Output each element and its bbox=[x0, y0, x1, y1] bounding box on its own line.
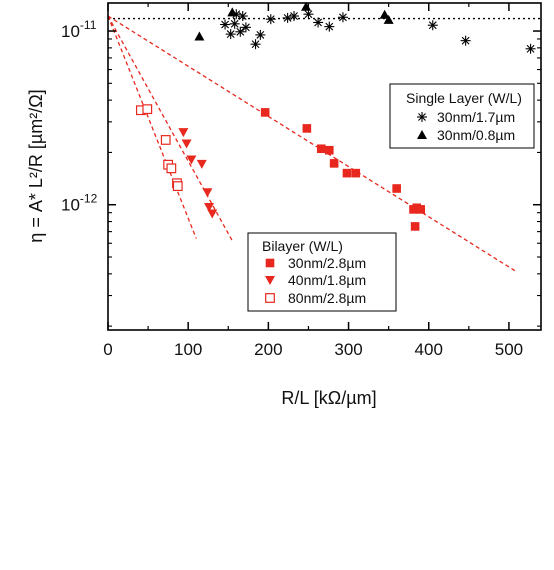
point-30nm-1-7-m-5 bbox=[235, 26, 246, 37]
point-30nm-2-8-m-1 bbox=[260, 108, 270, 117]
point-30nm-0-8-m-1 bbox=[194, 31, 205, 41]
x-tick-label: 400 bbox=[415, 340, 443, 359]
point-30nm-1-7-m-14 bbox=[313, 17, 324, 28]
legend-single-layer-box bbox=[389, 83, 535, 149]
point-30nm-2-8-m-2 bbox=[302, 124, 312, 133]
legend-entry-30nm-2.8um: 30nm/2.8µm bbox=[288, 255, 366, 271]
point-30nm-1-7-m-9 bbox=[255, 29, 266, 40]
legend-entry-30nm-0.8um: 30nm/0.8µm bbox=[437, 127, 515, 143]
point-30nm-1-7-m-3 bbox=[229, 18, 240, 29]
point-30nm-1-7-m-15 bbox=[324, 21, 335, 32]
fit-lines bbox=[107, 15, 541, 273]
fit-line-4 bbox=[107, 15, 197, 239]
point-40nm-1-8-m-1 bbox=[178, 128, 189, 138]
point-80nm-2-8-m-7 bbox=[172, 181, 183, 192]
legend-bilayer-title: Bilayer (W/L) bbox=[262, 238, 343, 254]
point-30nm-0-8-m-5 bbox=[383, 14, 394, 24]
legend-marker-asterisk bbox=[417, 112, 427, 122]
point-30nm-1-7-m-16 bbox=[337, 12, 348, 23]
y-tick-label: 10-12 bbox=[61, 192, 98, 215]
point-80nm-2-8-m-3 bbox=[160, 135, 171, 145]
point-30nm-1-7-m-13 bbox=[303, 9, 314, 20]
point-30nm-1-7-m-18 bbox=[460, 35, 471, 46]
legend-entry-30nm-1.7um: 30nm/1.7µm bbox=[437, 109, 515, 125]
point-40nm-1-8-m-4 bbox=[196, 159, 207, 169]
point-30nm-1-7-m-1 bbox=[220, 19, 231, 30]
y-tick-label: 10-11 bbox=[61, 18, 97, 41]
point-30nm-2-8-m-6 bbox=[342, 168, 352, 178]
point-30nm-1-7-m-8 bbox=[250, 39, 261, 50]
legend-marker-triangle-up bbox=[417, 130, 427, 139]
x-tick-label: 100 bbox=[174, 340, 202, 359]
fit-line-2 bbox=[107, 15, 518, 273]
point-30nm-2-8-m-5 bbox=[329, 159, 339, 168]
point-30nm-0-8-m-4 bbox=[379, 9, 390, 19]
point-30nm-2-8-m-8 bbox=[392, 184, 401, 193]
point-30nm-2-8-m-3 bbox=[316, 144, 326, 154]
y-axis-label: η = A* L²/R [µm²/Ω] bbox=[26, 89, 46, 242]
fit-line-3 bbox=[107, 15, 233, 242]
legend-single-layer: Single Layer (W/L) 30nm/1.7µm 30nm/0.8µm bbox=[389, 83, 535, 149]
x-tick-label: 200 bbox=[254, 340, 282, 359]
y-tick-labels: 10-11 10-12 bbox=[61, 18, 98, 215]
legend-marker-open-square bbox=[265, 293, 275, 303]
point-40nm-1-8-m-5 bbox=[202, 188, 213, 198]
point-30nm-1-7-m-17 bbox=[427, 20, 438, 31]
point-40nm-1-8-m-6 bbox=[204, 203, 215, 213]
legend-marker-triangle-down bbox=[265, 276, 275, 285]
point-30nm-1-7-m-6 bbox=[237, 11, 248, 22]
plot-frame bbox=[107, 2, 542, 331]
point-30nm-2-8-m-4 bbox=[325, 145, 334, 155]
legend-entry-80nm-2.8um: 80nm/2.8µm bbox=[288, 290, 366, 306]
legend-marker-filled-square bbox=[265, 258, 275, 268]
y-axis-label-text: η = A* L²/R [µm²/Ω] bbox=[26, 89, 46, 242]
point-30nm-2-8-m-12 bbox=[416, 205, 426, 214]
point-30nm-2-8-m-7 bbox=[351, 168, 361, 178]
point-30nm-1-7-m-11 bbox=[282, 12, 293, 23]
point-30nm-0-8-m-2 bbox=[227, 7, 238, 17]
point-30nm-1-7-m-19 bbox=[525, 43, 536, 54]
x-axis-label: R/L [kΩ/µm] bbox=[281, 388, 376, 408]
point-30nm-2-8-m-10 bbox=[410, 222, 420, 231]
point-80nm-2-8-m-2 bbox=[142, 104, 153, 115]
x-tick-label: 300 bbox=[334, 340, 362, 359]
x-tick-labels: 0 100 200 300 400 500 bbox=[103, 340, 523, 359]
point-80nm-2-8-m-5 bbox=[166, 163, 177, 174]
point-30nm-0-8-m-3 bbox=[301, 1, 312, 11]
legend-entry-40nm-1.8um: 40nm/1.8µm bbox=[288, 272, 366, 288]
data-points bbox=[135, 1, 536, 231]
legend-bilayer: Bilayer (W/L) 30nm/2.8µm 40nm/1.8µm 80nm… bbox=[247, 232, 397, 312]
point-40nm-1-8-m-7 bbox=[207, 209, 218, 219]
legend-single-layer-title: Single Layer (W/L) bbox=[406, 90, 522, 106]
point-40nm-1-8-m-3 bbox=[186, 155, 197, 165]
point-30nm-1-7-m-2 bbox=[225, 29, 236, 40]
point-30nm-1-7-m-10 bbox=[265, 14, 276, 25]
x-tick-label: 0 bbox=[103, 340, 112, 359]
point-30nm-1-7-m-12 bbox=[289, 11, 300, 22]
point-30nm-1-7-m-7 bbox=[240, 22, 251, 33]
x-tick-label: 500 bbox=[495, 340, 523, 359]
point-40nm-1-8-m-2 bbox=[181, 139, 192, 149]
